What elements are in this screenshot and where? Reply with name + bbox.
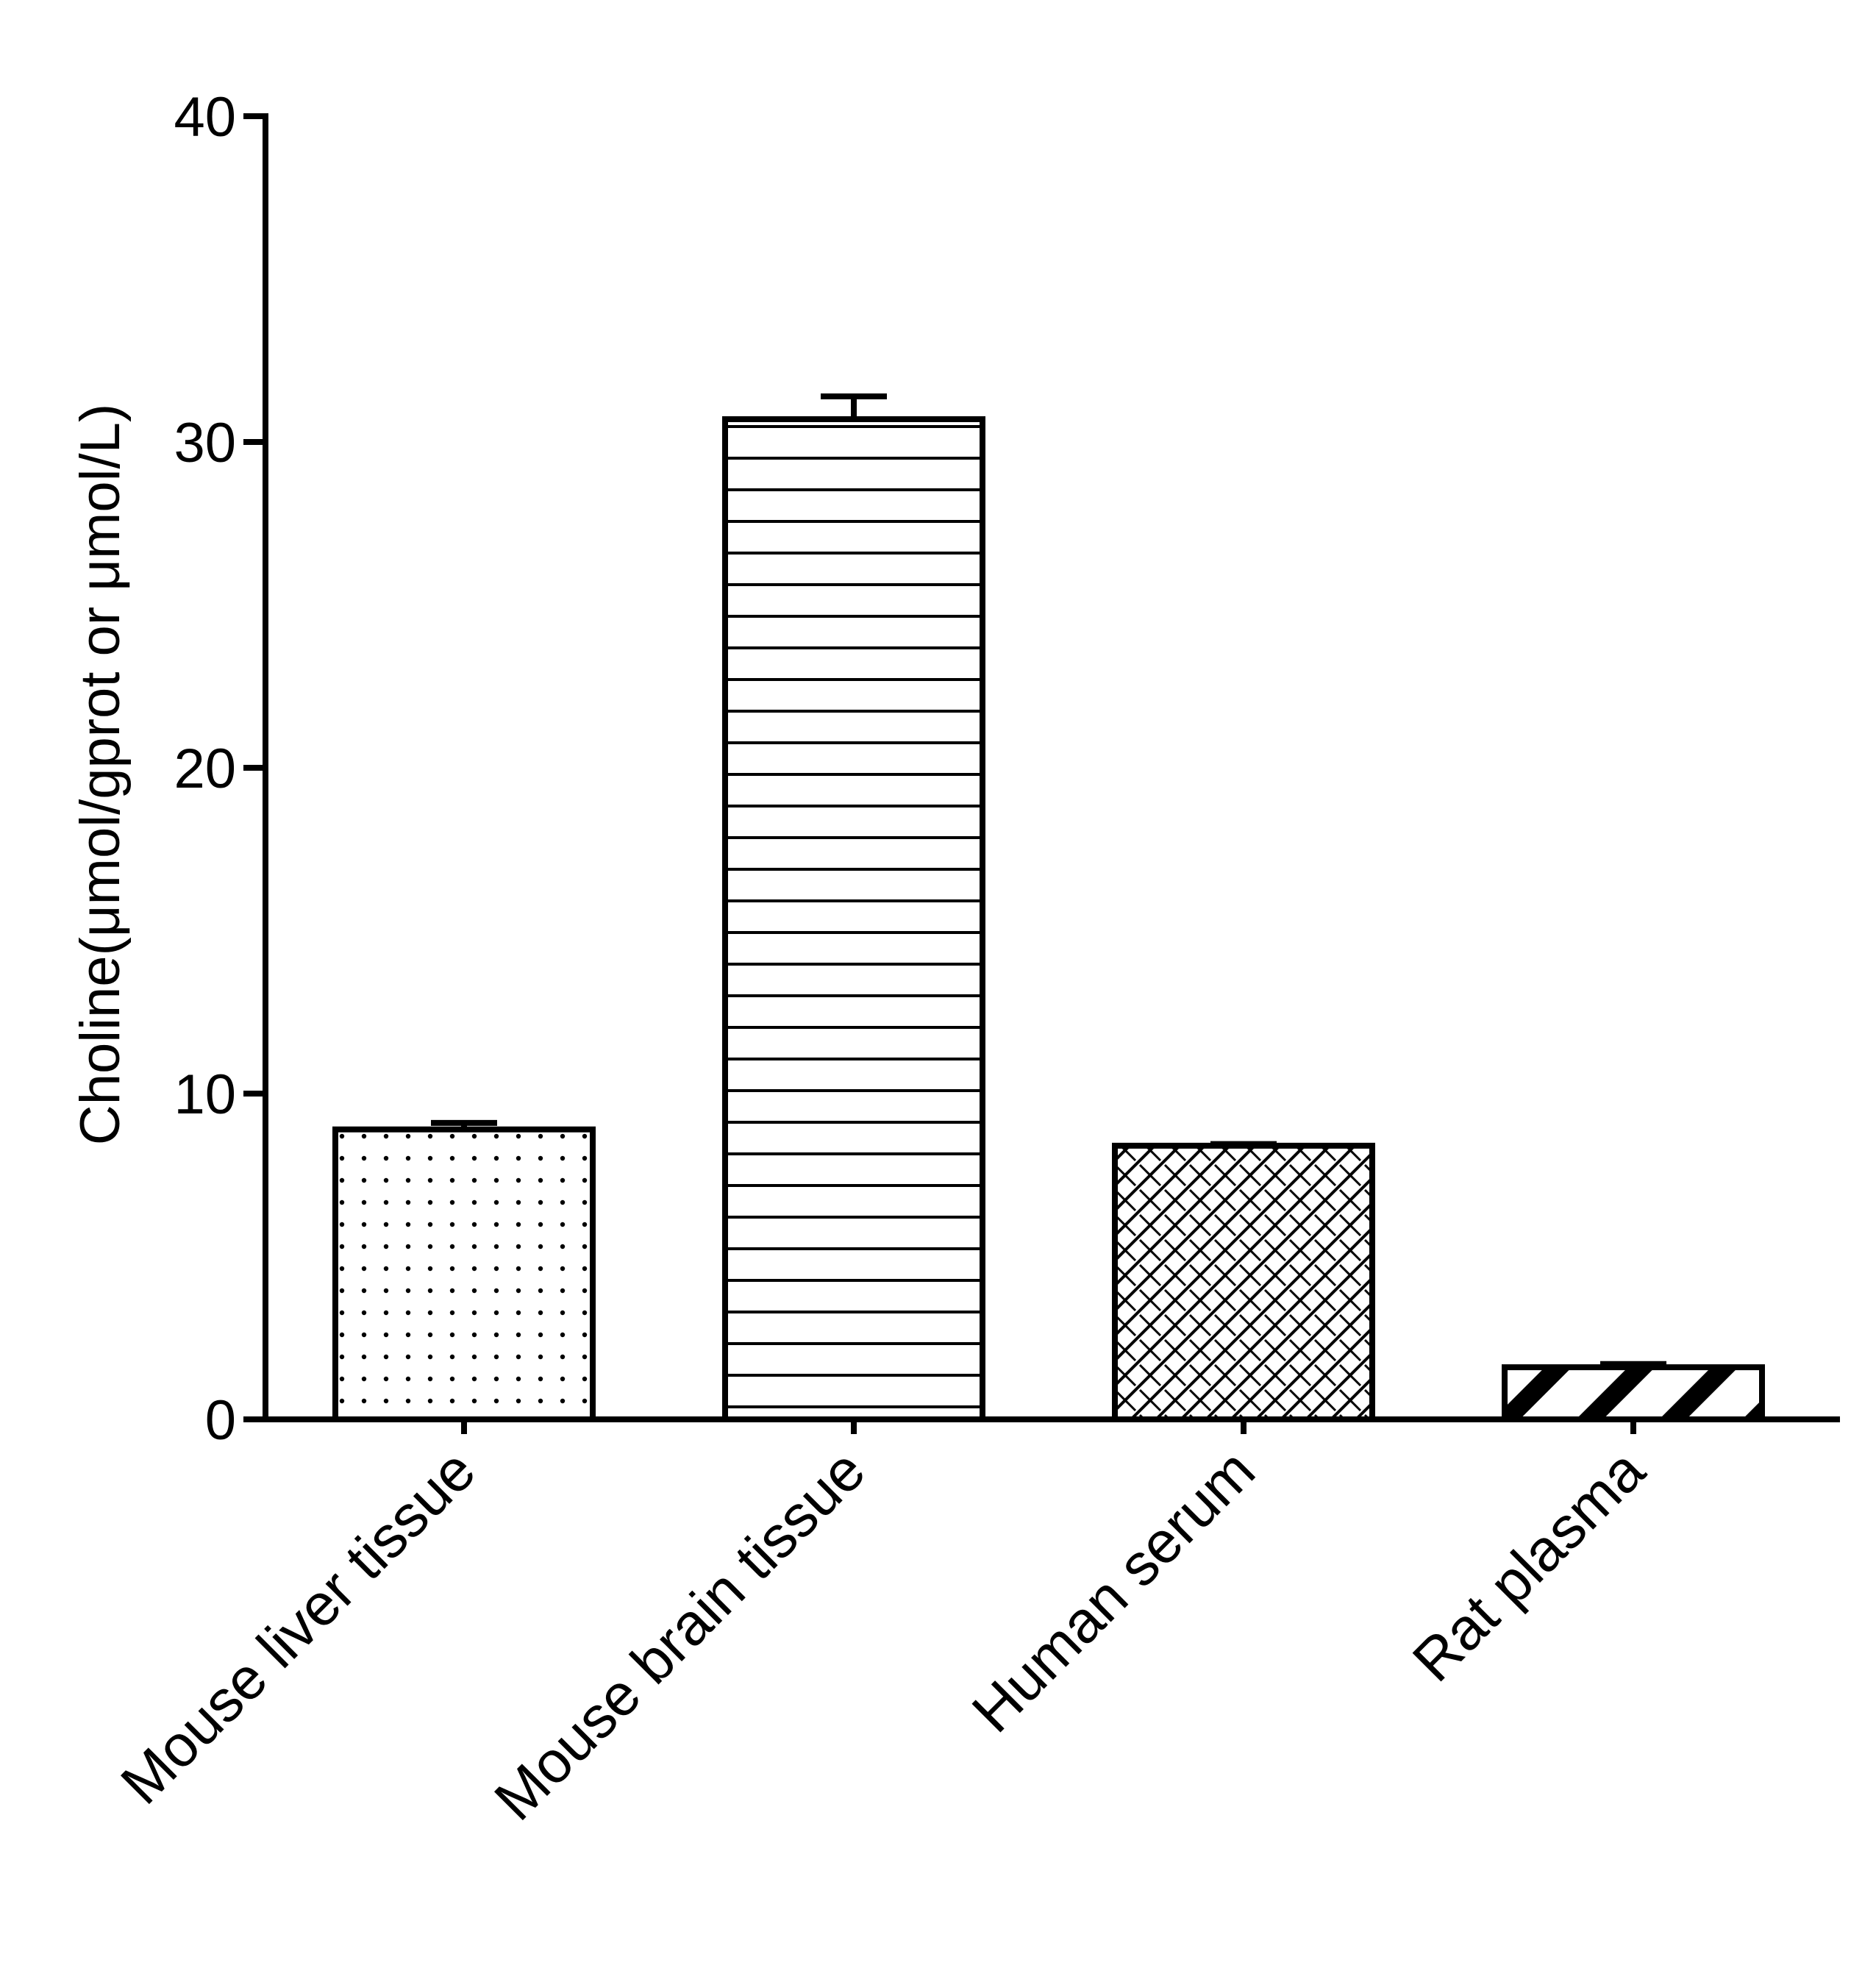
x-category-label: Mouse liver tissue xyxy=(108,1437,488,1817)
bars xyxy=(332,393,1765,1422)
y-axis-title: Choline(μmol/gprot or μmol/L) xyxy=(69,404,132,1145)
bar xyxy=(332,1126,596,1422)
y-tick-label: 0 xyxy=(205,1389,236,1452)
y-tick-label: 10 xyxy=(174,1063,236,1126)
x-category-label: Rat plasma xyxy=(1400,1437,1657,1694)
bar xyxy=(1112,1142,1375,1422)
bar xyxy=(1502,1364,1765,1422)
y-axis-ticks: 0 10 20 30 40 xyxy=(174,86,265,1452)
y-tick-label: 40 xyxy=(174,86,236,149)
y-tick-label: 20 xyxy=(174,738,236,800)
bar xyxy=(722,416,985,1422)
y-tick-label: 30 xyxy=(174,412,236,474)
x-category-label: Human serum xyxy=(960,1437,1267,1744)
x-category-label: Mouse brain tissue xyxy=(482,1437,877,1833)
